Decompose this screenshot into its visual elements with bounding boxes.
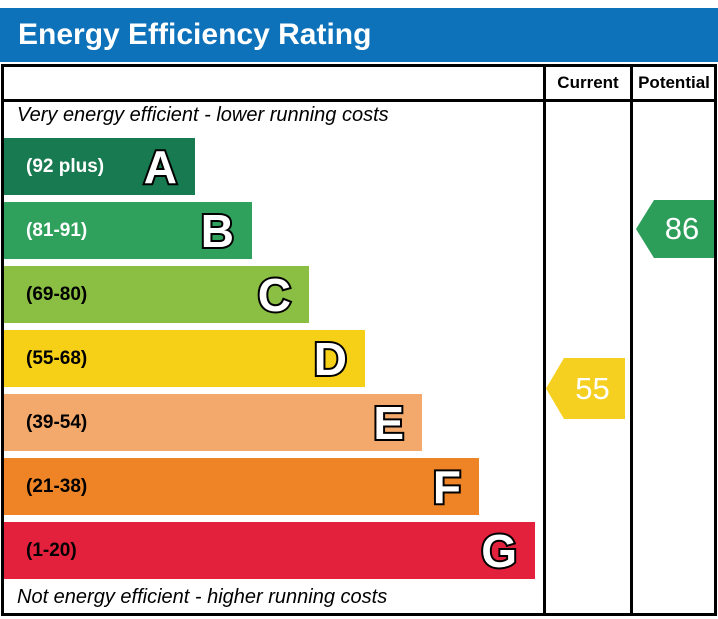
band-row-a: (92 plus) A xyxy=(4,138,195,195)
potential-rating-value: 86 xyxy=(664,211,700,246)
band-row-g: (1-20) G xyxy=(4,522,535,579)
band-row-e: (39-54) E xyxy=(4,394,422,451)
band-row-b: (81-91) B xyxy=(4,202,252,259)
current-column-divider xyxy=(543,64,546,616)
header-row-divider xyxy=(1,99,717,102)
band-letter: D xyxy=(312,332,349,385)
band-range-label: (81-91) xyxy=(26,219,88,241)
band-letter: A xyxy=(142,140,179,193)
band-row-c: (69-80) C xyxy=(4,266,309,323)
band-range-label: (69-80) xyxy=(26,283,88,305)
band-letter: C xyxy=(256,268,293,321)
potential-rating-arrow: 86 xyxy=(636,200,714,258)
top-note: Very energy efficient - lower running co… xyxy=(17,104,389,126)
band-letter: E xyxy=(371,396,406,449)
band-range-label: (21-38) xyxy=(26,475,88,497)
band-letter: B xyxy=(199,204,236,257)
potential-column-divider xyxy=(630,64,633,616)
band-row-d: (55-68) D xyxy=(4,330,365,387)
band-range-label: (92 plus) xyxy=(26,155,105,177)
band-letter: G xyxy=(479,524,519,577)
current-rating-arrow: 55 xyxy=(546,358,625,419)
band-range-label: (39-54) xyxy=(26,411,88,433)
potential-column-header: Potential xyxy=(638,73,710,92)
band-range-label: (55-68) xyxy=(26,347,88,369)
band-row-f: (21-38) F xyxy=(4,458,479,515)
bottom-note: Not energy efficient - higher running co… xyxy=(17,586,388,608)
chart-title-bar: Energy Efficiency Rating xyxy=(0,8,718,62)
band-range-label: (1-20) xyxy=(26,539,77,561)
chart-title: Energy Efficiency Rating xyxy=(18,18,372,51)
current-rating-value: 55 xyxy=(575,370,610,406)
current-column-header: Current xyxy=(557,73,619,92)
band-letter: F xyxy=(431,460,463,513)
chart-table-frame xyxy=(1,64,717,616)
